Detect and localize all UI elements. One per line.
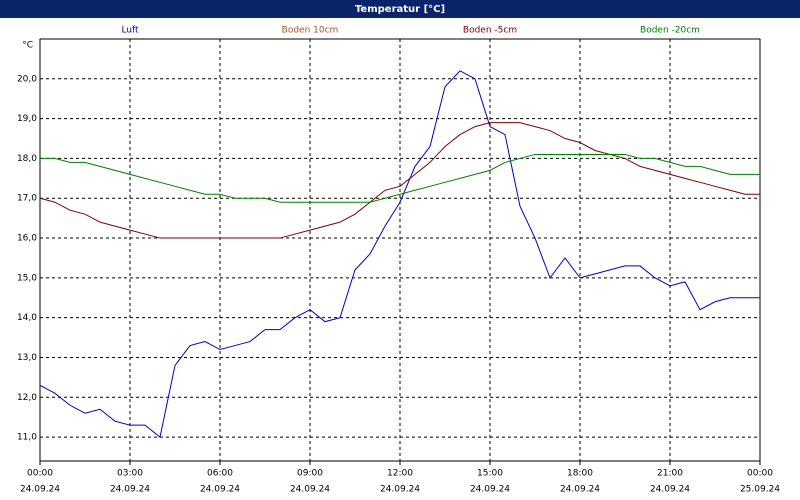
y-tick-label: 17,0 — [17, 194, 37, 204]
x-tick-label: 00:00 — [27, 469, 53, 479]
legend-entry: Boden -5cm — [463, 26, 517, 36]
y-unit: °C — [22, 41, 33, 51]
title-bar — [0, 0, 800, 18]
y-tick-label: 15,0 — [17, 273, 37, 283]
series-line — [40, 153, 760, 203]
y-tick-label: 11,0 — [17, 433, 37, 443]
x-tick-label: 00:00 — [747, 469, 773, 479]
legend-entry: Boden 10cm — [282, 26, 339, 36]
x-tick-label: 18:00 — [567, 469, 593, 479]
chart-title: Temperatur [°C] — [355, 4, 445, 15]
y-tick-label: 18,0 — [17, 154, 37, 164]
y-tick-label: 14,0 — [17, 313, 37, 323]
legend-entry: Boden -20cm — [640, 26, 700, 36]
y-tick-label: 16,0 — [17, 234, 37, 244]
x-tick-label: 06:00 — [207, 469, 233, 479]
x-tick-date: 24.09.24 — [380, 485, 420, 495]
x-tick-date: 24.09.24 — [470, 485, 510, 495]
x-tick-label: 12:00 — [387, 469, 413, 479]
x-tick-date: 24.09.24 — [650, 485, 690, 495]
series-line — [39, 70, 760, 439]
x-tick-date: 24.09.24 — [110, 485, 150, 495]
x-tick-date: 25.09.24 — [740, 485, 780, 495]
series-line — [39, 122, 760, 239]
y-tick-label: 13,0 — [17, 353, 37, 363]
y-tick-label: 12,0 — [17, 393, 37, 403]
x-tick-date: 24.09.24 — [20, 485, 60, 495]
y-tick-label: 19,0 — [17, 114, 37, 124]
x-tick-label: 15:00 — [477, 469, 503, 479]
x-tick-date: 24.09.24 — [290, 485, 330, 495]
x-tick-label: 21:00 — [657, 469, 683, 479]
legend-entry: Luft — [121, 26, 139, 36]
x-tick-date: 24.09.24 — [200, 485, 240, 495]
x-tick-label: 03:00 — [117, 469, 143, 479]
y-tick-label: 20,0 — [17, 74, 37, 84]
x-tick-date: 24.09.24 — [560, 485, 600, 495]
x-tick-label: 09:00 — [297, 469, 323, 479]
